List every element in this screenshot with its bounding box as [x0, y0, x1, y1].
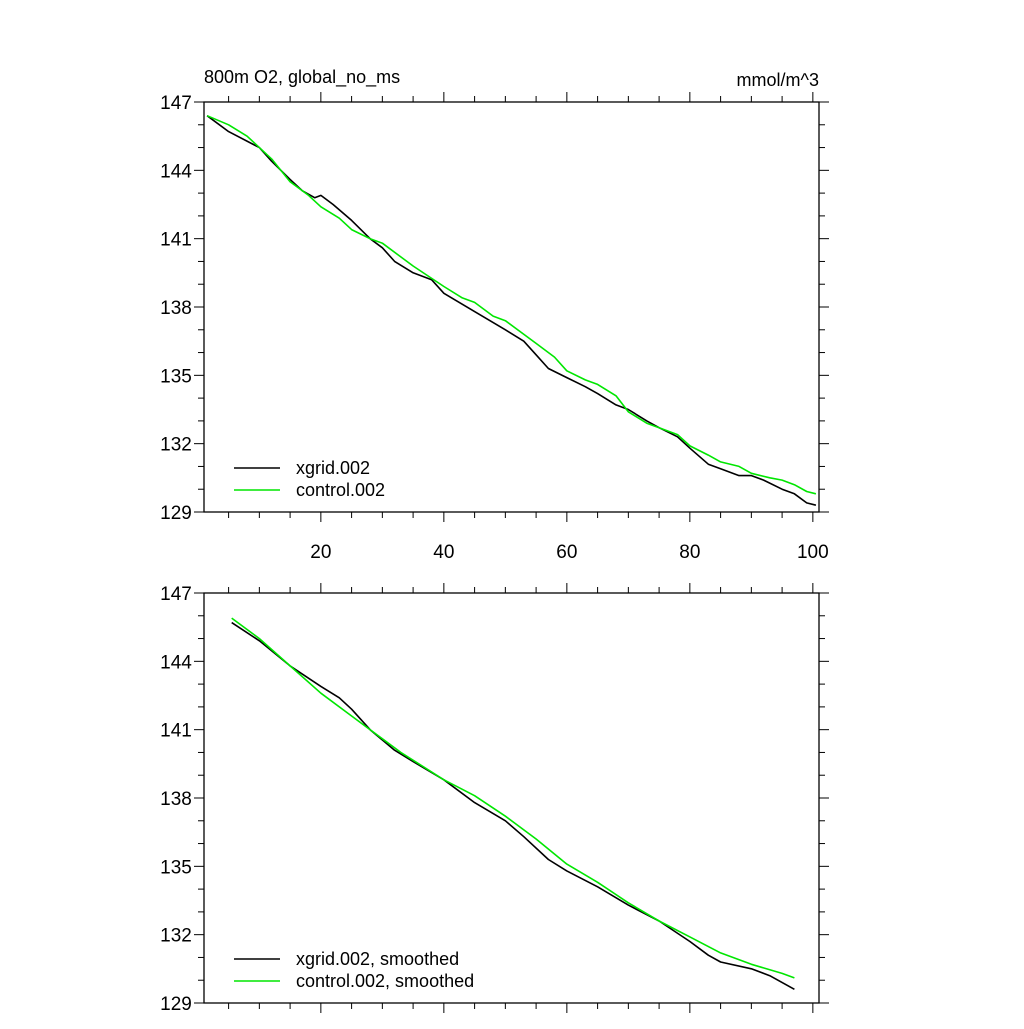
chart-title-left: 800m O2, global_no_ms — [204, 67, 400, 88]
legend-label: control.002, smoothed — [296, 971, 474, 991]
x-tick-label: 60 — [556, 542, 577, 563]
y-tick-label: 135 — [160, 857, 192, 878]
y-tick-label: 144 — [160, 161, 192, 182]
x-tick-label: 40 — [433, 542, 454, 563]
plot-frame — [203, 592, 820, 1004]
y-tick-label: 132 — [160, 435, 192, 456]
series-line-control — [231, 617, 795, 979]
legend-label: control.002 — [296, 480, 385, 500]
plot-frame — [203, 101, 820, 513]
y-tick-label: 147 — [160, 93, 192, 114]
plot-panel-1: 129 132 135 138 141 144 147 20 40 60 80 100 xgrid.00… — [160, 92, 829, 563]
y-tick-label: 129 — [160, 503, 192, 524]
x-tick-label: 20 — [310, 542, 331, 563]
y-tick-label: 129 — [160, 994, 192, 1015]
series-line-control — [206, 114, 817, 495]
y-tick-label: 144 — [160, 652, 192, 673]
chart-title-right: mmol/m^3 — [737, 70, 819, 90]
series-line-xgrid — [231, 621, 795, 991]
y-tick-label: 135 — [160, 366, 192, 387]
y-tick-label: 147 — [160, 584, 192, 605]
x-tick-label: 80 — [679, 542, 700, 563]
plot-panel-2: 129 132 135 138 141 144 147 xgrid.002, smoothed… — [160, 583, 829, 1015]
series-line-xgrid — [206, 115, 817, 506]
legend-label: xgrid.002 — [296, 458, 370, 478]
y-tick-label: 141 — [160, 230, 192, 251]
y-tick-label: 138 — [160, 298, 192, 319]
y-tick-label: 141 — [160, 721, 192, 742]
x-tick-label: 100 — [797, 542, 829, 563]
y-tick-label: 132 — [160, 926, 192, 947]
legend-label: xgrid.002, smoothed — [296, 949, 459, 969]
y-tick-label: 138 — [160, 789, 192, 810]
